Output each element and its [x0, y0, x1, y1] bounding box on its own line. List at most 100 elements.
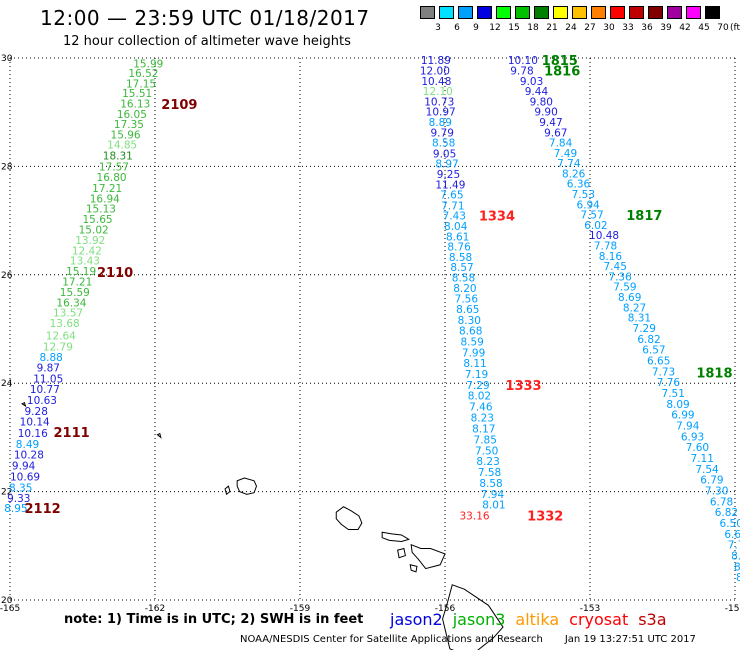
lon-tick-label: -159	[290, 604, 311, 614]
wave-height-label: 8.26	[562, 168, 586, 180]
wave-height-label: 16.05	[117, 109, 147, 121]
legend-swatch-12	[477, 6, 492, 19]
wave-height-label: 9.80	[530, 96, 553, 108]
wave-height-label: 8.58	[449, 252, 472, 264]
wave-height-label: 7.45	[604, 261, 627, 273]
satellite-s3a: s3a	[638, 610, 667, 629]
wave-height-label: 7.60	[686, 442, 709, 454]
island-outline	[224, 485, 231, 496]
satellite-cryosat: cryosat	[569, 610, 629, 629]
legend-label-36: 36	[641, 23, 653, 33]
legend-label-21: 21	[546, 23, 558, 33]
legend-label-30: 30	[603, 23, 615, 33]
wave-height-label: 7.50	[475, 445, 498, 457]
footer-credit: NOAA/NESDIS Center for Satellite Applica…	[240, 634, 696, 645]
pass-time-label: 1334	[479, 210, 515, 225]
wave-height-label: 7.84	[549, 138, 573, 150]
wave-height-label: 8.2	[736, 572, 740, 584]
wave-height-label: 17.57	[99, 161, 129, 173]
wave-height-label: 6.82	[637, 334, 660, 346]
wave-height-label: 11.49	[435, 179, 465, 191]
lat-tick-label: 30	[1, 54, 13, 64]
legend-label-70: 70	[717, 23, 729, 33]
wave-height-label: 7.53	[572, 189, 595, 201]
wave-height-label: 15.65	[83, 214, 113, 226]
wave-height-label: 9.03	[520, 76, 543, 88]
wave-height-label: 7.65	[440, 190, 463, 202]
wave-height-label: 7.99	[462, 347, 485, 359]
legend-swatch-3	[420, 6, 435, 19]
wave-height-label: 14.85	[107, 140, 137, 152]
wave-height-label: 9.78	[510, 65, 533, 77]
wave-height-label: 8.65	[456, 304, 479, 316]
wave-height-label: 33.16	[460, 510, 490, 522]
wave-height-label: 7.11	[691, 453, 714, 465]
wave-height-label: 18.31	[103, 151, 133, 163]
legend-label-6: 6	[454, 23, 460, 33]
wave-height-label: 15.19	[66, 266, 96, 278]
footer-note: note: 1) Time is in UTC; 2) SWH is in fe…	[64, 612, 364, 627]
wave-height-label: 8.17	[472, 424, 495, 436]
lon-tick-label: -153	[580, 604, 600, 614]
credit-text: NOAA/NESDIS Center for Satellite Applica…	[240, 634, 543, 645]
page-title: 12:00 — 23:59 UTC 01/18/2017	[40, 6, 370, 30]
timestamp: Jan 19 13:27:51 UTC 2017	[564, 634, 696, 645]
legend-swatch-33	[610, 6, 625, 19]
legend-swatch-27	[572, 6, 587, 19]
wave-height-label: 8.35	[9, 482, 32, 494]
legend-label-18: 18	[527, 23, 539, 33]
lat-tick-label: 24	[1, 379, 13, 389]
wave-height-label: 8.09	[666, 399, 689, 411]
lat-tick-label: 26	[1, 271, 13, 281]
wave-height-label: 8.01	[482, 500, 505, 512]
wave-height-label: 7.46	[469, 402, 493, 414]
wave-height-label: 8.16	[599, 251, 623, 263]
wave-height-label: 7.71	[441, 200, 464, 212]
wave-height-label: 10.48	[421, 76, 451, 88]
wave-height-label: 8.59	[460, 336, 483, 348]
wave-height-label: 10.48	[589, 230, 619, 242]
island-outline	[381, 531, 410, 542]
wave-height-label: 8.95	[4, 503, 27, 515]
wave-height-label: 6.93	[681, 431, 704, 443]
lat-tick-label: 28	[1, 162, 13, 172]
island-outline	[156, 432, 162, 439]
wave-height-label: 7.58	[478, 467, 501, 479]
legend-swatch-70	[705, 6, 720, 19]
wave-height-label: 10.69	[10, 471, 40, 483]
wave-height-label: 6.66	[724, 529, 740, 541]
wave-height-label: 8.31	[628, 313, 651, 325]
island-outline	[21, 402, 27, 408]
wave-height-label: 6.36	[567, 179, 591, 191]
legend-swatch-21	[534, 6, 549, 19]
wave-height-label: 12.42	[72, 245, 102, 257]
legend-swatch-18	[515, 6, 530, 19]
wave-height-label: 6.99	[671, 410, 694, 422]
wave-height-label: 7.19	[465, 369, 488, 381]
pass-time-label: 1818	[696, 366, 732, 381]
wave-height-label: 15.59	[60, 287, 90, 299]
wave-height-label: 8.58	[479, 478, 502, 490]
wave-height-label: 17.35	[114, 119, 144, 131]
island-outline	[397, 547, 406, 559]
legend-label-42: 42	[679, 23, 691, 33]
legend-swatch-30	[591, 6, 606, 19]
legend-swatch-42	[667, 6, 682, 19]
wave-height-label: 6.57	[642, 345, 665, 357]
wave-height-label: 8.30	[458, 315, 481, 327]
pass-time-label: 1817	[626, 209, 662, 224]
wave-height-label: 7.74	[557, 158, 581, 170]
wave-height-label: 7.36	[608, 271, 632, 283]
satellite-jason3: jason3	[452, 610, 506, 629]
legend-label-27: 27	[584, 23, 596, 33]
wave-height-label: 10.10	[508, 55, 538, 67]
wave-height-label: 7.54	[695, 464, 719, 476]
wave-height-label: 8.57	[450, 262, 473, 274]
wave-height-label: 7.49	[554, 148, 577, 160]
island-outline	[409, 564, 418, 573]
wave-height-label: 7.94	[676, 420, 700, 432]
legend-unit: (ft)	[730, 23, 740, 33]
satellite-altika: altika	[515, 610, 560, 629]
wave-height-label: 8.3	[731, 551, 740, 563]
